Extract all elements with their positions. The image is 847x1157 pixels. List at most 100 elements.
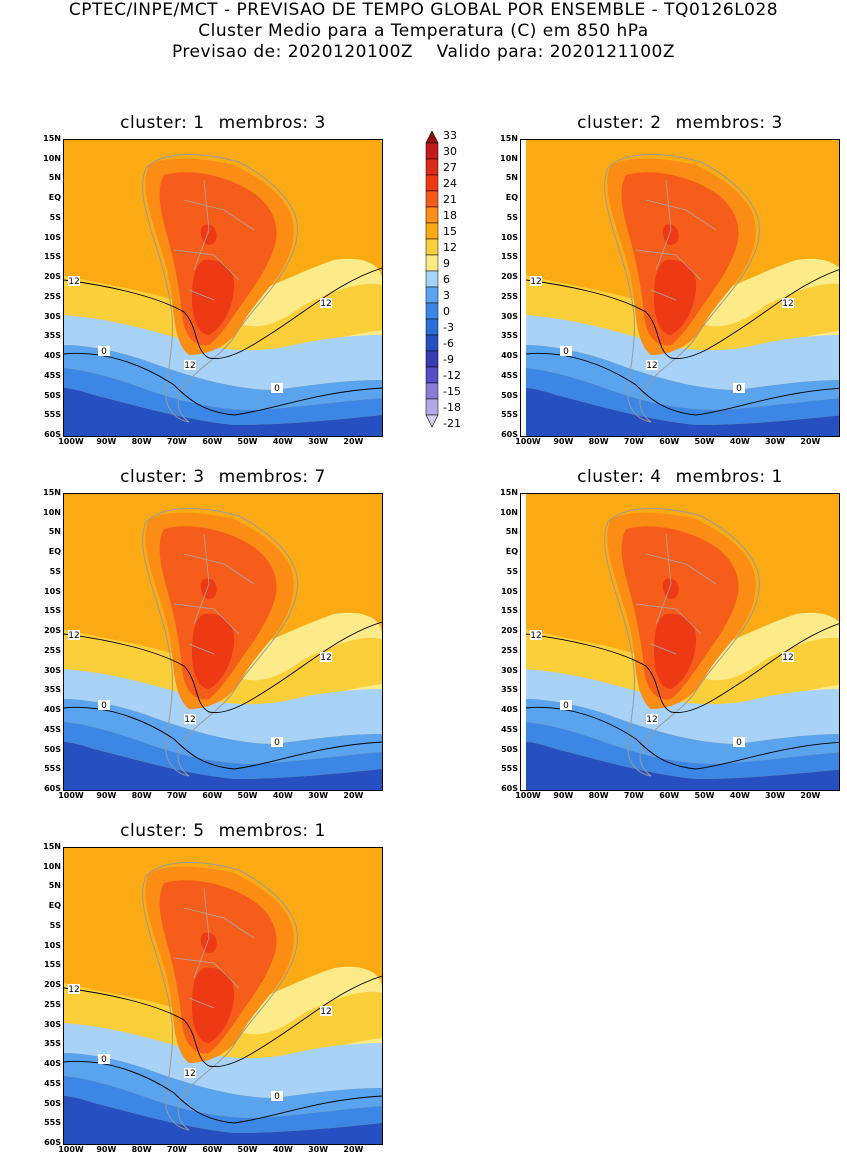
temperature-field-10: [662, 578, 679, 600]
contour-line-12: [64, 621, 382, 714]
coastline: [142, 507, 298, 777]
temperature-field-6: [526, 742, 839, 790]
country-border-3: [655, 533, 672, 625]
contour-label: 0: [563, 347, 569, 357]
latitude-label: 60S: [501, 784, 518, 793]
contour-label: 12: [782, 299, 793, 309]
temperature-field-6: [64, 742, 382, 790]
latitude-label: EQ: [48, 901, 61, 911]
country-border-3: [655, 179, 672, 271]
latitude-label: 20S: [44, 626, 61, 636]
colorbar-tick-label: 21: [443, 193, 457, 206]
latitude-label: 55S: [501, 764, 518, 774]
colorbar-swatch: [425, 270, 439, 288]
country-border-2: [188, 289, 215, 301]
latitude-label: 10S: [44, 586, 61, 596]
temperature-field-4: [64, 1053, 382, 1118]
contour-label: 12: [320, 299, 331, 309]
latitude-label: 5N: [48, 173, 61, 183]
latitude-label: 55S: [44, 410, 61, 420]
latitude-label: 25S: [44, 645, 61, 655]
longitude-label: 60W: [202, 1145, 223, 1154]
contour-label-bg: [184, 1068, 196, 1078]
contour-label: 12: [530, 631, 541, 641]
temperature-field-2: [526, 275, 839, 353]
contour-label: 12: [782, 653, 793, 663]
colorbar-swatch: [425, 238, 439, 256]
longitude-label: 60W: [202, 437, 223, 446]
latitude-label: 50S: [501, 744, 518, 754]
temperature-field-2: [64, 275, 382, 353]
longitude-label: 30W: [308, 791, 329, 800]
longitude-label: 70W: [166, 1145, 187, 1154]
latitude-label: 35S: [501, 331, 518, 341]
longitude-label: 30W: [308, 1145, 329, 1154]
colorbar-tick-label: 9: [443, 257, 450, 270]
country-border-3: [193, 179, 210, 271]
contour-label: 0: [274, 384, 280, 394]
country-border-0: [183, 907, 255, 939]
temperature-field-10: [200, 224, 217, 246]
latitude-label: 30S: [501, 665, 518, 675]
contour-label-bg: [733, 383, 745, 393]
contour-label-bg: [98, 1054, 110, 1064]
colorbar-tick-label: 3: [443, 289, 450, 302]
latitude-label: 5N: [505, 173, 518, 183]
longitude-label: 70W: [623, 791, 644, 800]
contour-label-bg: [530, 276, 542, 286]
longitude-label: 20W: [343, 791, 364, 800]
temperature-field-6: [526, 388, 839, 436]
latitude-label: 10N: [43, 153, 61, 163]
members-label: membros: 7: [218, 467, 326, 487]
colorbar: [425, 130, 439, 447]
latitude-label: 5S: [506, 566, 518, 576]
temperature-field-5: [526, 722, 839, 779]
latitude-label: 25S: [501, 291, 518, 301]
longitude-label: 20W: [800, 791, 821, 800]
contour-label-bg: [320, 298, 332, 308]
latitude-label: 15S: [44, 960, 61, 970]
colorbar-tick-label: -15: [443, 385, 461, 398]
latitude-label: 45S: [44, 370, 61, 380]
longitude-label: 80W: [131, 791, 152, 800]
longitude-label: 70W: [166, 791, 187, 800]
latitude-label: 45S: [44, 724, 61, 734]
country-border-2: [650, 289, 677, 301]
latitude-label: 60S: [44, 784, 61, 793]
latitude-label: 60S: [44, 1138, 61, 1147]
temperature-field-9: [192, 259, 235, 335]
colorbar-tick-label: 33: [443, 129, 457, 142]
main-title: CPTEC/INPE/MCT - PREVISAO DE TEMPO GLOBA…: [68, 0, 779, 20]
colorbar-tick-label: 12: [443, 241, 457, 254]
longitude-label: 100W: [58, 791, 84, 800]
longitude-label: 70W: [166, 437, 187, 446]
contour-line-12: [526, 623, 839, 714]
latitude-label: 35S: [501, 685, 518, 695]
latitude-label: 45S: [501, 724, 518, 734]
latitude-label: 10N: [43, 507, 61, 517]
panel-title-2: cluster: 2 membros: 3: [520, 113, 840, 133]
latitude-label: 5N: [505, 527, 518, 537]
contour-line-0: [64, 1060, 382, 1124]
longitude-label: 50W: [237, 791, 258, 800]
latitude-label: 25S: [501, 645, 518, 655]
latitude-label: 50S: [44, 1098, 61, 1108]
latitude-label: 15N: [500, 134, 518, 143]
temperature-field-9: [654, 613, 697, 689]
contour-label-bg: [320, 652, 332, 662]
latitude-label: 30S: [501, 311, 518, 321]
temperature-field-3: [64, 1023, 382, 1098]
longitude-label: 50W: [694, 791, 715, 800]
longitude-label: 100W: [515, 437, 541, 446]
temperature-field-10: [200, 578, 217, 600]
contour-label-bg: [782, 652, 794, 662]
temperature-map-4: 12 12 12 0 0: [520, 493, 840, 791]
latitude-label: 25S: [44, 999, 61, 1009]
colorbar-swatch: [425, 174, 439, 192]
longitude-label: 20W: [800, 437, 821, 446]
colorbar-swatch: [425, 222, 439, 240]
contour-label: 0: [563, 701, 569, 711]
colorbar-swatch: [425, 334, 439, 352]
temperature-field-10: [200, 932, 217, 954]
temperature-field-10: [662, 224, 679, 246]
